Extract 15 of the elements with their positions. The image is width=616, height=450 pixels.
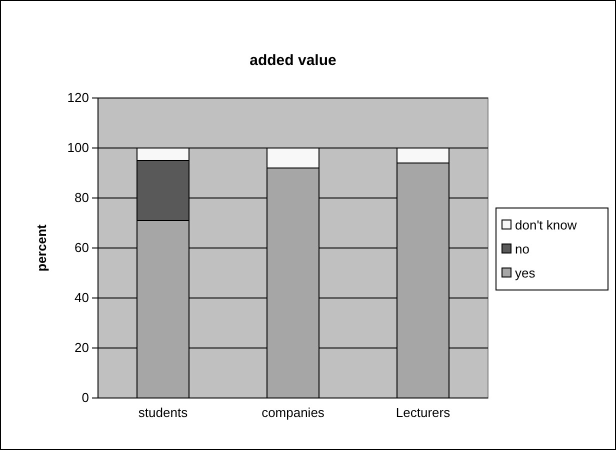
x-tick-label: Lecturers — [396, 405, 451, 420]
x-tick-label: students — [138, 405, 188, 420]
y-tick-label: 100 — [67, 140, 89, 156]
legend-label: no — [515, 242, 530, 256]
y-tick-label: 40 — [74, 290, 89, 306]
y-tick-label: 60 — [74, 240, 89, 256]
y-tick-label: 20 — [74, 340, 89, 356]
x-tick-label: companies — [262, 405, 325, 420]
y-axis-title: percent — [34, 224, 49, 272]
y-tick-label: 80 — [74, 190, 89, 206]
legend-label: don't know — [515, 218, 578, 232]
legend-label: yes — [515, 266, 536, 280]
y-tick-label: 120 — [67, 90, 89, 106]
y-tick-label: 0 — [82, 390, 89, 406]
chart-title: added value — [250, 52, 336, 69]
